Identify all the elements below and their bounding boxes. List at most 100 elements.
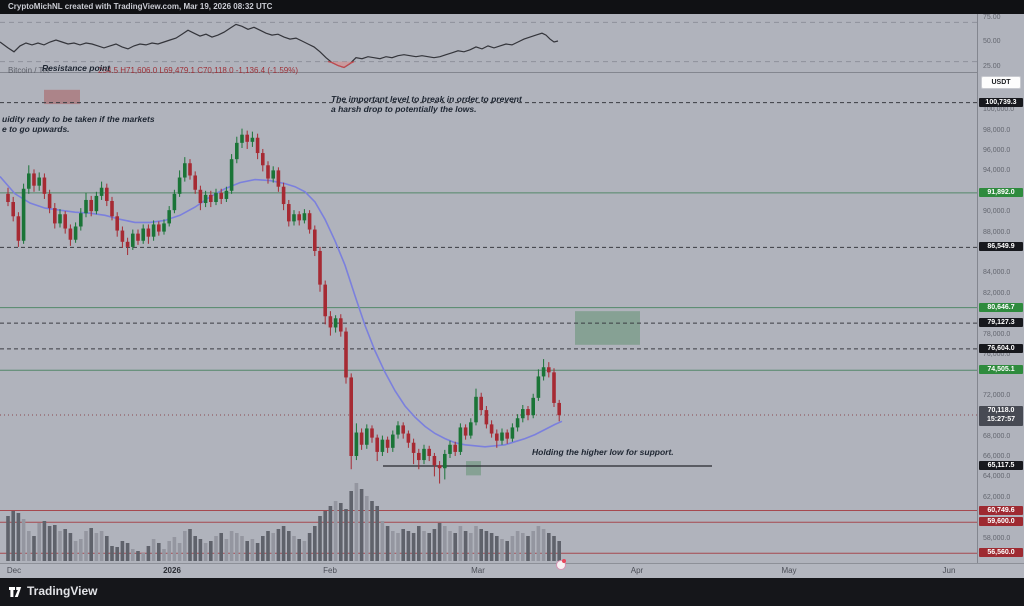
price-tick: 64,000.0 — [983, 473, 1011, 481]
volume-bar — [136, 551, 140, 561]
candle-body — [375, 437, 379, 452]
volume-bar — [448, 531, 452, 561]
rsi-oversold-line — [327, 61, 355, 69]
price-axis[interactable]: USDT 100,000.0 98,000.0 96,000.0 94,000.0 90… — [977, 14, 1024, 563]
rsi-tick: 75.00 — [983, 13, 1001, 21]
important-level[interactable]: The important level to break in order to… — [331, 94, 522, 115]
volume-bar — [552, 536, 556, 561]
volume-series — [6, 483, 561, 561]
demand-zone[interactable] — [466, 461, 481, 476]
last-bar-marker[interactable] — [556, 559, 566, 570]
candle-body — [99, 187, 104, 196]
candle-body — [271, 170, 275, 179]
volume-bar — [214, 536, 218, 561]
volume-bar — [229, 531, 234, 561]
axis-month-label: Jun — [942, 566, 956, 575]
candle-body — [21, 188, 26, 241]
volume-bar — [21, 519, 26, 561]
candle-body — [224, 190, 229, 199]
axis-month-label: Mar — [471, 566, 485, 575]
price-tick: 58,000.0 — [983, 534, 1011, 542]
volume-bar — [79, 539, 83, 561]
volume-bar — [11, 511, 15, 561]
candle-body — [255, 137, 260, 154]
volume-bar — [68, 533, 73, 561]
volume-bar — [307, 533, 312, 561]
resistance-point[interactable]: Resistance point — [42, 63, 111, 73]
current-price-label: 70,118.0 15:27:57 — [979, 406, 1023, 426]
candle-body — [120, 230, 125, 242]
volume-bar — [292, 536, 296, 561]
candle-body — [411, 442, 416, 453]
candle-body — [484, 410, 489, 425]
volume-bar — [141, 553, 145, 561]
volume-bar — [406, 531, 411, 561]
volume-bar — [531, 531, 535, 561]
time-axis[interactable]: Dec 2026 Feb Mar Apr May Jun — [0, 563, 1024, 578]
volume-bar — [255, 543, 260, 561]
candle-body — [53, 208, 57, 224]
candle-body — [515, 418, 520, 428]
liquidity-note[interactable]: uidity ready to be taken if the markets … — [2, 114, 155, 135]
volume-bar — [302, 541, 307, 561]
tradingview-logo[interactable]: TradingView — [8, 584, 97, 598]
watermark-text: CryptoMichNL created with TradingView.co… — [8, 2, 273, 11]
volume-bar — [63, 529, 67, 561]
volume-bar — [120, 541, 125, 561]
candle-body — [531, 397, 535, 416]
candle-body — [94, 195, 99, 212]
ohlc-values: 254.5 H71,606.0 L69,479.1 C70,118.0 -1,1… — [98, 66, 298, 75]
candle-body — [209, 194, 213, 203]
candle-body — [453, 444, 457, 452]
candle-body — [240, 134, 244, 143]
volume-bar — [541, 529, 546, 561]
price-level-label: 56,560.0 — [979, 548, 1023, 558]
candle-body — [281, 186, 286, 205]
volume-bar — [203, 543, 208, 561]
target-zone[interactable] — [575, 311, 640, 345]
candle-body — [188, 163, 192, 176]
volume-bar — [172, 537, 177, 561]
candle-body — [417, 452, 421, 461]
price-tick: 90,000.0 — [983, 208, 1011, 216]
symbol-legend[interactable]: Bitcoin / Tet 254.5 H71,606.0 L69,479.1 … — [0, 66, 700, 77]
candle-body — [536, 376, 541, 398]
resistance-zone[interactable] — [44, 89, 80, 105]
volume-bar — [437, 523, 442, 561]
candle-body — [406, 433, 411, 443]
price-tick: 98,000.0 — [983, 126, 1011, 134]
volume-bar — [131, 549, 135, 561]
price-level-label: 59,600.0 — [979, 517, 1023, 527]
candle-body — [333, 318, 338, 328]
candle-body — [318, 250, 322, 285]
candle-body — [84, 199, 88, 214]
candle-body — [370, 428, 374, 438]
price-level-label: 80,646.7 — [979, 302, 1023, 312]
volume-bar — [250, 539, 255, 561]
candle-body — [261, 153, 265, 166]
candle-body — [68, 228, 73, 240]
currency-toggle-button[interactable]: USDT — [981, 76, 1021, 89]
candle-body — [16, 216, 21, 241]
volume-bar — [110, 546, 114, 561]
rsi-oversold-fill — [328, 61, 354, 68]
candle-body — [63, 214, 67, 229]
volume-bar — [271, 533, 275, 561]
candle-body — [401, 425, 405, 434]
watermark-bar: CryptoMichNL created with TradingView.co… — [0, 0, 1024, 14]
candle-body — [37, 177, 41, 186]
volume-bar — [354, 483, 359, 561]
volume-bar — [6, 516, 10, 561]
volume-bar — [162, 549, 166, 561]
candle-body — [276, 170, 281, 187]
volume-bar — [53, 525, 57, 561]
volume-bar — [453, 533, 457, 561]
candle-body — [557, 402, 561, 416]
candle-body — [58, 214, 62, 224]
holding-support[interactable]: Holding the higher low for support. — [532, 447, 674, 457]
price-tick: 94,000.0 — [983, 167, 1011, 175]
candle-body — [177, 177, 182, 194]
volume-bar — [125, 543, 130, 561]
